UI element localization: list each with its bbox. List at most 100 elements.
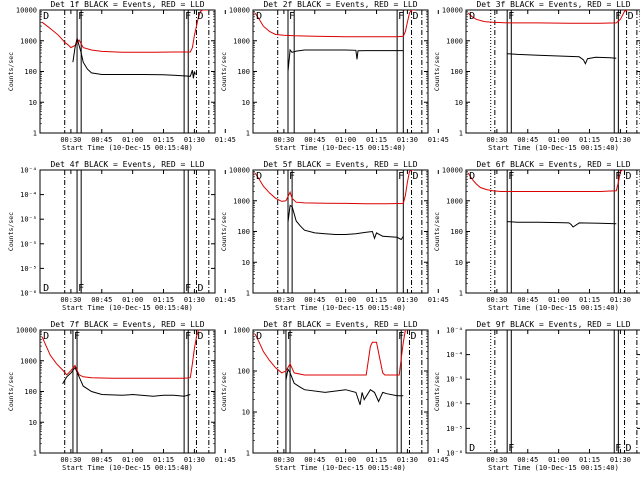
det1-xtick-label: 00:30: [60, 136, 81, 144]
det9-plot-frame: [465, 329, 640, 454]
det8-series-lld: [254, 330, 408, 376]
det2-annotation-f: F: [289, 11, 295, 22]
det8-ytick-label: 1: [246, 450, 250, 458]
det2-annotation-f: F: [398, 11, 404, 22]
det6-series-group: [467, 170, 625, 228]
det9-xtick-label: 01:15: [579, 456, 600, 464]
det7-xtick-label: 01:30: [184, 456, 205, 464]
det6-ytick-label: 1000: [446, 197, 463, 205]
det8-plot-frame: [252, 329, 429, 454]
det3-ytick-label: 1: [459, 130, 463, 138]
det8-title: Det 8f BLACK = Events, RED = LLD: [263, 320, 417, 329]
det7-xtick-label: 00:30: [60, 456, 81, 464]
det8-xtick-label: 01:45: [428, 456, 449, 464]
det5-annotation-d: D: [413, 171, 419, 182]
det7-ytick-label: 1000: [20, 357, 37, 365]
det2-series-lld: [254, 10, 416, 38]
det1-series-lld: [41, 10, 209, 53]
det2-xtick-label: 01:45: [428, 136, 449, 144]
det1-ylabel: Counts/sec: [7, 52, 15, 91]
det2-plot-frame: [252, 9, 429, 134]
det1-ytick-label: 1000: [20, 37, 37, 45]
det4-plot-frame: [39, 169, 216, 294]
det9-title: Det 9f BLACK = Events, RED = LLD: [476, 320, 630, 329]
det4-annotation-d: D: [43, 283, 49, 294]
det2-annotation-d: D: [256, 11, 262, 22]
det3-xlabel: Start Time (10-Dec-15 00:15:40): [488, 144, 619, 152]
det7-xtick-label: 01:00: [122, 456, 143, 464]
det6-xlabel: Start Time (10-Dec-15 00:15:40): [488, 304, 619, 312]
det8-xlabel: Start Time (10-Dec-15 00:15:40): [275, 464, 406, 472]
det2-xtick-label: 01:00: [335, 136, 356, 144]
det7-ytick-label: 10000: [16, 327, 37, 335]
det1-title: Det 1f BLACK = Events, RED = LLD: [50, 0, 204, 9]
det7-series-events: [62, 366, 191, 397]
det7-ytick-label: 100: [24, 388, 37, 396]
det6-xtick-label: 01:15: [579, 296, 600, 304]
det9-annotation-f: F: [615, 443, 621, 454]
det9-xtick-label: 01:30: [610, 456, 631, 464]
det9-xtick-label: 01:00: [548, 456, 569, 464]
det6-xtick-label: 01:00: [548, 296, 569, 304]
det3-xtick-label: 00:30: [486, 136, 507, 144]
det1-ytick-label: 100: [24, 68, 37, 76]
det1-xlabel: Start Time (10-Dec-15 00:15:40): [62, 144, 193, 152]
det2-xtick-label: 01:30: [397, 136, 418, 144]
det1-xtick-label: 00:45: [91, 136, 112, 144]
det1-xtick-label: 01:45: [215, 136, 236, 144]
det1-plot-frame: [39, 9, 216, 134]
det5-xlabel: Start Time (10-Dec-15 00:15:40): [275, 304, 406, 312]
det1-ytick-label: 10: [29, 99, 37, 107]
det2-annotation-d: D: [413, 11, 419, 22]
det2-ylabel: Counts/sec: [220, 52, 228, 91]
det7-panel: Det 7f BLACK = Events, RED = LLD 1 10 100 10…: [7, 320, 236, 472]
det3-series-lld: [467, 10, 629, 24]
det5-xtick-label: 01:30: [397, 296, 418, 304]
det8-annotation-f: F: [287, 331, 293, 342]
det1-annotation-d: D: [43, 11, 49, 22]
det5-xtick-label: 00:30: [273, 296, 294, 304]
det6-annotation-d: D: [469, 171, 475, 182]
det7-annotation-d: D: [198, 331, 204, 342]
det4-ytick-label: 10⁻⁴: [20, 167, 37, 175]
det4-ytick-label: 10⁻⁵: [20, 240, 37, 248]
det1-xtick-label: 01:15: [153, 136, 174, 144]
det2-xtick-label: 00:45: [304, 136, 325, 144]
det2-ytick-label: 1: [246, 130, 250, 138]
det2-series-group: [254, 10, 416, 72]
det9-xtick-label: 00:45: [517, 456, 538, 464]
det4-xtick-label: 01:30: [184, 296, 205, 304]
det6-ytick-label: 100: [450, 228, 463, 236]
det7-xtick-label: 01:45: [215, 456, 236, 464]
det5-panel: Det 5f BLACK = Events, RED = LLD 1 10 100 10…: [220, 160, 449, 312]
det4-title: Det 4f BLACK = Events, RED = LLD: [50, 160, 204, 169]
det7-annotation-f: F: [74, 331, 80, 342]
det6-panel: Det 6f BLACK = Events, RED = LLD 1 10 100 10…: [433, 160, 640, 312]
det6-title: Det 6f BLACK = Events, RED = LLD: [476, 160, 630, 169]
det3-xtick-label: 01:00: [548, 136, 569, 144]
det5-ylabel: Counts/sec: [220, 212, 228, 251]
det9-ytick-label: 10⁻⁴: [446, 327, 463, 335]
det5-annotation-f: F: [398, 171, 404, 182]
det7-ytick-label: 1: [33, 450, 37, 458]
det6-annotation-d: D: [626, 171, 632, 182]
det4-annotation-d: D: [198, 283, 204, 294]
det5-plot-frame: [252, 169, 429, 294]
det4-xtick-label: 00:45: [91, 296, 112, 304]
det4-panel: Det 4f BLACK = Events, RED = LLD 10⁻⁶ 10⁻⁵…: [7, 160, 236, 312]
det8-ytick-label: 100: [237, 368, 250, 376]
det2-title: Det 2f BLACK = Events, RED = LLD: [263, 0, 417, 9]
det3-xtick-label: 01:15: [579, 136, 600, 144]
det7-xtick-label: 01:15: [153, 456, 174, 464]
det6-series-events: [507, 221, 617, 228]
det2-series-events: [287, 48, 404, 72]
det4-annotation-f: F: [185, 283, 191, 294]
det7-annotation-d: D: [43, 331, 49, 342]
det1-annotation-f: F: [185, 11, 191, 22]
det2-xtick-label: 01:15: [366, 136, 387, 144]
det9-ytick-label: 10⁻⁵: [446, 425, 463, 433]
det4-xtick-label: 00:30: [60, 296, 81, 304]
det3-annotation-d: D: [469, 11, 475, 22]
det7-xtick-label: 00:45: [91, 456, 112, 464]
det6-xtick-label: 00:45: [517, 296, 538, 304]
